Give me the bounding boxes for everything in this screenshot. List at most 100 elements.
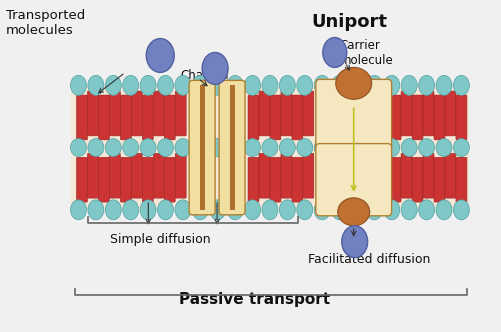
Ellipse shape bbox=[88, 200, 104, 220]
FancyBboxPatch shape bbox=[412, 157, 423, 202]
Ellipse shape bbox=[175, 75, 191, 95]
Ellipse shape bbox=[71, 200, 87, 220]
Ellipse shape bbox=[140, 200, 156, 220]
FancyBboxPatch shape bbox=[259, 153, 270, 198]
Bar bbox=[71, 85, 469, 210]
Ellipse shape bbox=[146, 39, 174, 72]
Ellipse shape bbox=[297, 139, 313, 157]
Ellipse shape bbox=[314, 75, 330, 95]
Ellipse shape bbox=[244, 200, 261, 220]
Ellipse shape bbox=[314, 139, 330, 157]
FancyBboxPatch shape bbox=[412, 95, 423, 140]
FancyBboxPatch shape bbox=[281, 91, 292, 136]
Ellipse shape bbox=[71, 139, 87, 157]
Ellipse shape bbox=[262, 200, 278, 220]
FancyBboxPatch shape bbox=[131, 153, 142, 198]
Ellipse shape bbox=[401, 139, 417, 157]
FancyBboxPatch shape bbox=[303, 91, 314, 136]
FancyBboxPatch shape bbox=[98, 95, 109, 140]
Ellipse shape bbox=[342, 226, 368, 258]
FancyBboxPatch shape bbox=[259, 91, 270, 136]
Ellipse shape bbox=[105, 75, 121, 95]
FancyBboxPatch shape bbox=[248, 95, 259, 140]
Text: Facilitated diffusion: Facilitated diffusion bbox=[309, 253, 431, 266]
FancyBboxPatch shape bbox=[316, 144, 392, 216]
FancyBboxPatch shape bbox=[456, 95, 467, 140]
FancyBboxPatch shape bbox=[434, 157, 445, 202]
Ellipse shape bbox=[436, 200, 452, 220]
Ellipse shape bbox=[157, 139, 173, 157]
Ellipse shape bbox=[175, 200, 191, 220]
FancyBboxPatch shape bbox=[153, 91, 164, 136]
Ellipse shape bbox=[332, 139, 348, 157]
FancyBboxPatch shape bbox=[423, 91, 434, 136]
Ellipse shape bbox=[332, 200, 348, 220]
FancyBboxPatch shape bbox=[77, 157, 88, 202]
Bar bbox=[199, 85, 204, 210]
Ellipse shape bbox=[436, 75, 452, 95]
Ellipse shape bbox=[210, 139, 226, 157]
Ellipse shape bbox=[338, 198, 370, 226]
Ellipse shape bbox=[262, 75, 278, 95]
FancyBboxPatch shape bbox=[142, 157, 153, 202]
Ellipse shape bbox=[123, 75, 139, 95]
Ellipse shape bbox=[105, 200, 121, 220]
Ellipse shape bbox=[401, 75, 417, 95]
Ellipse shape bbox=[202, 52, 228, 84]
Ellipse shape bbox=[453, 139, 469, 157]
Ellipse shape bbox=[192, 75, 208, 95]
Ellipse shape bbox=[71, 75, 87, 95]
Ellipse shape bbox=[297, 200, 313, 220]
Ellipse shape bbox=[210, 200, 226, 220]
FancyBboxPatch shape bbox=[77, 95, 88, 140]
Ellipse shape bbox=[336, 67, 372, 99]
Ellipse shape bbox=[349, 139, 365, 157]
FancyBboxPatch shape bbox=[142, 95, 153, 140]
Text: Transported
molecules: Transported molecules bbox=[6, 9, 85, 37]
FancyBboxPatch shape bbox=[281, 153, 292, 198]
FancyBboxPatch shape bbox=[292, 95, 303, 140]
Ellipse shape bbox=[140, 75, 156, 95]
FancyBboxPatch shape bbox=[270, 95, 281, 140]
FancyBboxPatch shape bbox=[120, 157, 131, 202]
Ellipse shape bbox=[88, 139, 104, 157]
Ellipse shape bbox=[210, 75, 226, 95]
FancyBboxPatch shape bbox=[292, 157, 303, 202]
Ellipse shape bbox=[227, 200, 243, 220]
Ellipse shape bbox=[105, 139, 121, 157]
Ellipse shape bbox=[384, 75, 400, 95]
Ellipse shape bbox=[419, 200, 434, 220]
FancyBboxPatch shape bbox=[131, 91, 142, 136]
FancyBboxPatch shape bbox=[434, 95, 445, 140]
Bar bbox=[229, 85, 234, 210]
Ellipse shape bbox=[384, 139, 400, 157]
Ellipse shape bbox=[453, 200, 469, 220]
Ellipse shape bbox=[280, 200, 295, 220]
Ellipse shape bbox=[123, 200, 139, 220]
Ellipse shape bbox=[366, 200, 382, 220]
Ellipse shape bbox=[323, 38, 347, 67]
FancyBboxPatch shape bbox=[456, 157, 467, 202]
Ellipse shape bbox=[297, 75, 313, 95]
Ellipse shape bbox=[349, 75, 365, 95]
Ellipse shape bbox=[349, 200, 365, 220]
FancyBboxPatch shape bbox=[175, 91, 186, 136]
FancyBboxPatch shape bbox=[164, 95, 175, 140]
FancyBboxPatch shape bbox=[401, 153, 412, 198]
Text: Uniport: Uniport bbox=[312, 13, 388, 31]
FancyBboxPatch shape bbox=[175, 153, 186, 198]
FancyBboxPatch shape bbox=[98, 157, 109, 202]
Ellipse shape bbox=[366, 139, 382, 157]
Ellipse shape bbox=[332, 75, 348, 95]
FancyBboxPatch shape bbox=[445, 91, 456, 136]
Ellipse shape bbox=[244, 139, 261, 157]
FancyBboxPatch shape bbox=[423, 153, 434, 198]
Bar bbox=[324, 145, 384, 151]
Ellipse shape bbox=[280, 139, 295, 157]
FancyBboxPatch shape bbox=[316, 79, 392, 152]
FancyBboxPatch shape bbox=[120, 95, 131, 140]
FancyBboxPatch shape bbox=[303, 153, 314, 198]
FancyBboxPatch shape bbox=[445, 153, 456, 198]
FancyBboxPatch shape bbox=[270, 157, 281, 202]
FancyBboxPatch shape bbox=[248, 157, 259, 202]
